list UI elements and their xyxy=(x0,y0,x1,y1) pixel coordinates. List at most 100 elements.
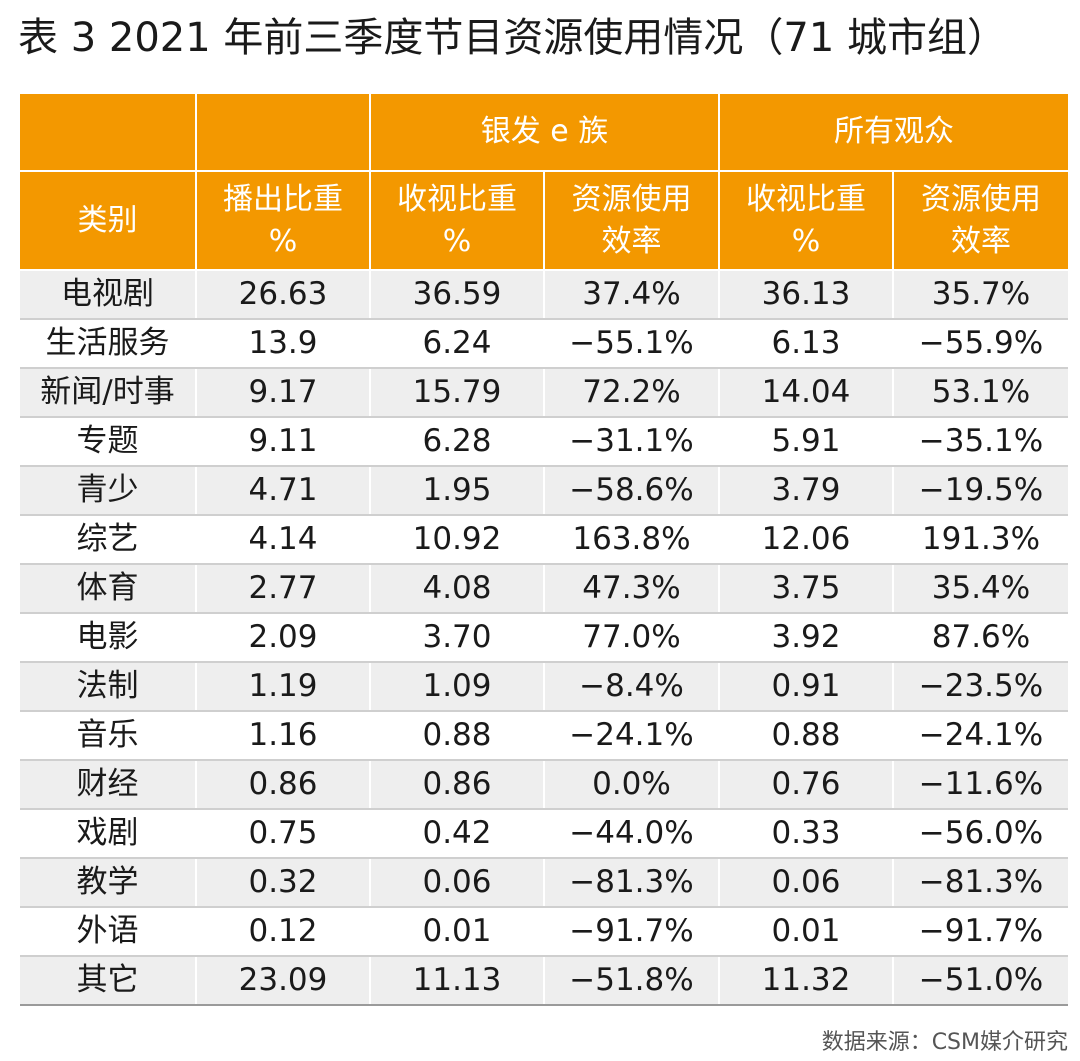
cell-category: 体育 xyxy=(20,564,197,614)
cell-all-view-share: 3.79 xyxy=(719,466,894,516)
cell-all-view-share: 3.75 xyxy=(719,564,894,614)
cell-broadcast-share: 4.71 xyxy=(196,466,371,516)
cell-broadcast-share: 0.32 xyxy=(196,858,371,908)
cell-silver-efficiency: 0.0% xyxy=(544,760,720,810)
cell-all-view-share: 5.91 xyxy=(719,417,894,467)
cell-silver-efficiency: −81.3% xyxy=(544,858,720,908)
table-body: 电视剧 26.63 36.59 37.4% 36.13 35.7% 生活服务 13.9 6.24… xyxy=(20,270,1068,1006)
cell-silver-view-share: 0.88 xyxy=(370,711,545,761)
header-group-all: 所有观众 xyxy=(719,94,1068,172)
header-line: 播出比重 xyxy=(223,181,343,217)
cell-broadcast-share: 0.86 xyxy=(196,760,371,810)
table-row: 综艺 4.14 10.92 163.8% 12.06 191.3% xyxy=(20,515,1068,565)
source-note: 数据来源：CSM媒介研究 xyxy=(821,1030,1068,1055)
cell-silver-view-share: 0.42 xyxy=(370,809,545,859)
header-line: 效率 xyxy=(601,223,662,259)
cell-all-efficiency: 35.4% xyxy=(893,564,1068,614)
cell-category: 财经 xyxy=(20,760,197,810)
cell-all-efficiency: −11.6% xyxy=(893,760,1068,810)
cell-silver-efficiency: −55.1% xyxy=(544,319,720,369)
cell-category: 音乐 xyxy=(20,711,197,761)
cell-all-efficiency: −51.0% xyxy=(893,956,1068,1006)
table-title: 表 3 2021 年前三季度节目资源使用情况（71 城市组） xyxy=(18,15,1008,61)
cell-all-efficiency: 87.6% xyxy=(893,613,1068,663)
table-row: 生活服务 13.9 6.24 −55.1% 6.13 −55.9% xyxy=(20,319,1068,369)
cell-category: 电影 xyxy=(20,613,197,663)
cell-silver-view-share: 0.01 xyxy=(370,907,545,957)
cell-silver-view-share: 1.09 xyxy=(370,662,545,712)
header-all-efficiency: 资源使用 效率 xyxy=(893,171,1068,271)
header-line: % xyxy=(791,223,821,259)
cell-category: 专题 xyxy=(20,417,197,467)
cell-all-efficiency: −56.0% xyxy=(893,809,1068,859)
cell-category: 法制 xyxy=(20,662,197,712)
header-empty-corner xyxy=(20,94,197,172)
cell-all-efficiency: −91.7% xyxy=(893,907,1068,957)
table-header: 银发 e 族 所有观众 类别 播出比重 % 收视比重 % 资源使用 效率 收视比… xyxy=(20,94,1068,271)
cell-category: 教学 xyxy=(20,858,197,908)
header-line: % xyxy=(442,223,472,259)
table-row: 教学 0.32 0.06 −81.3% 0.06 −81.3% xyxy=(20,858,1068,908)
cell-silver-view-share: 15.79 xyxy=(370,368,545,418)
cell-all-efficiency: 191.3% xyxy=(893,515,1068,565)
cell-category: 新闻/时事 xyxy=(20,368,197,418)
table-row: 体育 2.77 4.08 47.3% 3.75 35.4% xyxy=(20,564,1068,614)
cell-all-efficiency: −19.5% xyxy=(893,466,1068,516)
cell-all-efficiency: −35.1% xyxy=(893,417,1068,467)
cell-silver-view-share: 3.70 xyxy=(370,613,545,663)
table-row: 法制 1.19 1.09 −8.4% 0.91 −23.5% xyxy=(20,662,1068,712)
table-row: 青少 4.71 1.95 −58.6% 3.79 −19.5% xyxy=(20,466,1068,516)
cell-silver-view-share: 36.59 xyxy=(370,270,545,320)
cell-silver-efficiency: −51.8% xyxy=(544,956,720,1006)
cell-broadcast-share: 2.09 xyxy=(196,613,371,663)
cell-all-efficiency: −24.1% xyxy=(893,711,1068,761)
cell-broadcast-share: 1.19 xyxy=(196,662,371,712)
cell-all-view-share: 11.32 xyxy=(719,956,894,1006)
header-line: 收视比重 xyxy=(397,181,517,217)
header-empty-broadcast xyxy=(196,94,371,172)
cell-category: 戏剧 xyxy=(20,809,197,859)
cell-silver-view-share: 1.95 xyxy=(370,466,545,516)
cell-silver-efficiency: −44.0% xyxy=(544,809,720,859)
header-silver-efficiency: 资源使用 效率 xyxy=(544,171,720,271)
cell-all-view-share: 0.76 xyxy=(719,760,894,810)
cell-category: 其它 xyxy=(20,956,197,1006)
cell-silver-efficiency: −24.1% xyxy=(544,711,720,761)
header-line: 效率 xyxy=(951,223,1011,259)
cell-all-view-share: 0.01 xyxy=(719,907,894,957)
cell-category: 电视剧 xyxy=(20,270,197,320)
cell-silver-efficiency: 163.8% xyxy=(544,515,720,565)
table-row: 电影 2.09 3.70 77.0% 3.92 87.6% xyxy=(20,613,1068,663)
cell-broadcast-share: 23.09 xyxy=(196,956,371,1006)
cell-broadcast-share: 1.16 xyxy=(196,711,371,761)
data-table: 银发 e 族 所有观众 类别 播出比重 % 收视比重 % 资源使用 效率 收视比… xyxy=(20,94,1068,1006)
cell-all-efficiency: 35.7% xyxy=(893,270,1068,320)
cell-all-view-share: 12.06 xyxy=(719,515,894,565)
cell-broadcast-share: 13.9 xyxy=(196,319,371,369)
table-row: 外语 0.12 0.01 −91.7% 0.01 −91.7% xyxy=(20,907,1068,957)
cell-silver-efficiency: −58.6% xyxy=(544,466,720,516)
cell-all-view-share: 14.04 xyxy=(719,368,894,418)
cell-silver-efficiency: −8.4% xyxy=(544,662,720,712)
header-line: 收视比重 xyxy=(746,181,866,217)
cell-category: 青少 xyxy=(20,466,197,516)
cell-silver-view-share: 10.92 xyxy=(370,515,545,565)
cell-all-view-share: 3.92 xyxy=(719,613,894,663)
cell-broadcast-share: 9.11 xyxy=(196,417,371,467)
cell-category: 外语 xyxy=(20,907,197,957)
cell-all-view-share: 0.88 xyxy=(719,711,894,761)
cell-all-efficiency: −23.5% xyxy=(893,662,1068,712)
cell-broadcast-share: 0.75 xyxy=(196,809,371,859)
cell-all-view-share: 6.13 xyxy=(719,319,894,369)
cell-silver-view-share: 6.24 xyxy=(370,319,545,369)
cell-all-view-share: 0.06 xyxy=(719,858,894,908)
table-row: 戏剧 0.75 0.42 −44.0% 0.33 −56.0% xyxy=(20,809,1068,859)
cell-broadcast-share: 9.17 xyxy=(196,368,371,418)
cell-category: 生活服务 xyxy=(20,319,197,369)
cell-broadcast-share: 2.77 xyxy=(196,564,371,614)
cell-broadcast-share: 4.14 xyxy=(196,515,371,565)
cell-silver-efficiency: 77.0% xyxy=(544,613,720,663)
cell-category: 综艺 xyxy=(20,515,197,565)
cell-all-efficiency: −55.9% xyxy=(893,319,1068,369)
cell-silver-efficiency: 72.2% xyxy=(544,368,720,418)
